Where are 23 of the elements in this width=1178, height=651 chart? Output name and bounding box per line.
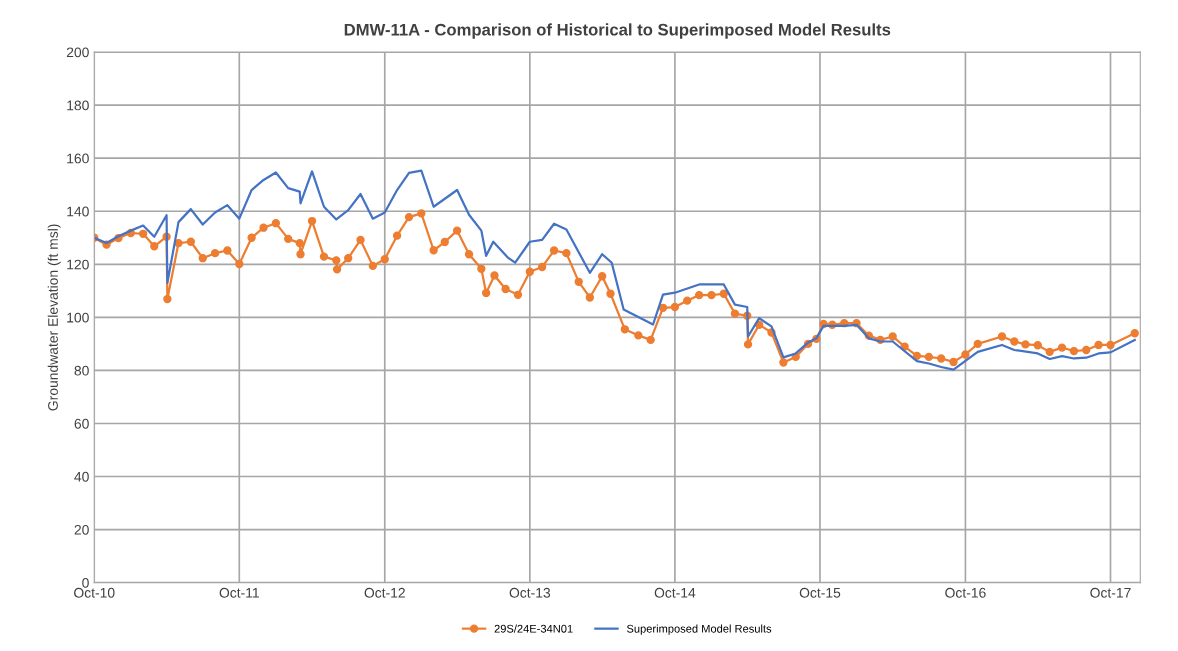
y-tick-label: 120 — [67, 259, 89, 270]
x-tick-label: Oct-17 — [1090, 587, 1131, 598]
y-tick-label: 180 — [67, 100, 89, 111]
x-tick-label: Oct-15 — [799, 587, 841, 598]
x-tick-label: Oct-11 — [219, 587, 259, 598]
y-tick-label: 160 — [67, 153, 89, 164]
x-tick-label: Oct-14 — [654, 587, 696, 598]
y-tick-label: 40 — [74, 471, 89, 482]
y-tick-label: 140 — [67, 206, 89, 217]
y-tick-label: 200 — [66, 47, 89, 58]
y-tick-label: 60 — [74, 418, 89, 429]
x-tick-label: Oct-13 — [509, 587, 551, 598]
x-tick-label: Oct-16 — [945, 587, 986, 598]
y-tick-label: 80 — [74, 365, 89, 376]
chart-title: DMW-11A - Comparison of Historical to Superimposed Model Results — [344, 23, 891, 39]
x-tick-label: Oct-12 — [364, 587, 405, 598]
legend-label: 29S/24E-34N01 — [494, 624, 573, 633]
y-axis-title: Groundwater Elevation (ft msl) — [47, 224, 61, 411]
x-tick-label: Oct-10 — [74, 587, 115, 598]
legend-label: Superimposed Model Results — [626, 624, 772, 635]
y-tick-label: 100 — [67, 312, 89, 323]
y-tick-label: 20 — [74, 524, 89, 535]
y-tick-label: 0 — [82, 577, 89, 588]
